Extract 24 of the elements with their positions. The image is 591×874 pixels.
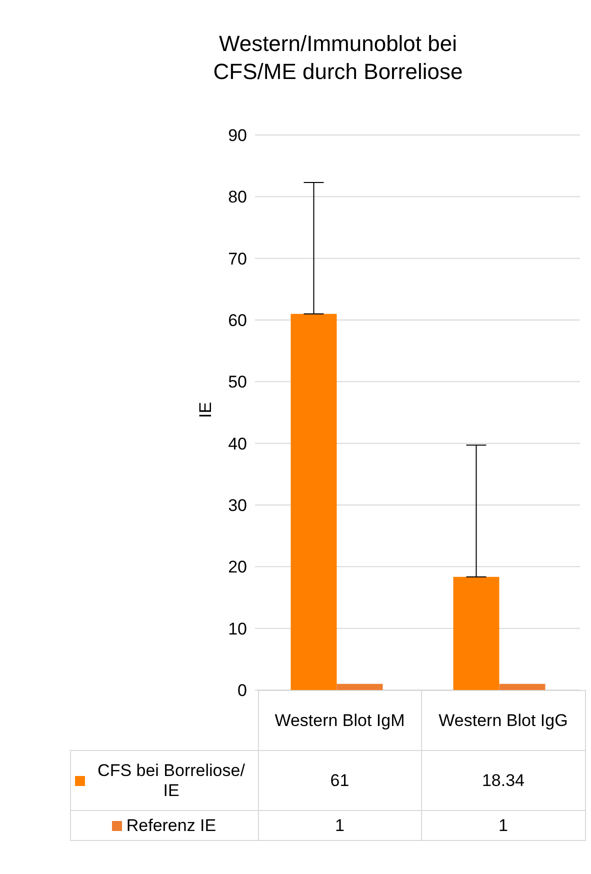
legend-label: CFS bei Borreliose/ IE: [96, 760, 246, 800]
bar: [453, 576, 500, 690]
chart-title: Western/Immunoblot bei CFS/ME durch Borreliose: [212, 30, 464, 86]
y-tick-label: 40: [228, 434, 247, 454]
data-label: 1: [422, 810, 585, 840]
data-label: 61: [258, 750, 422, 810]
y-axis-title: IE: [196, 402, 216, 418]
y-tick-label: 30: [228, 496, 247, 516]
y-tick-label: 80: [228, 188, 247, 207]
y-tick-label: 10: [228, 619, 247, 638]
bar: [499, 684, 546, 690]
y-tick-label: 20: [228, 558, 247, 577]
y-tick-label: 90: [228, 126, 247, 146]
x-tick-label: Western Blot IgM: [258, 690, 422, 750]
x-tick-label: Western Blot IgG: [422, 690, 585, 750]
y-tick-label: 70: [228, 249, 247, 268]
y-tick-label: 0: [238, 681, 247, 700]
bar: [290, 314, 337, 690]
data-label: 18.34: [422, 750, 585, 810]
y-tick-label: 60: [228, 311, 247, 330]
y-tick-label: 50: [228, 372, 247, 392]
legend-label: Referenz IE: [126, 816, 216, 836]
bar: [336, 684, 383, 690]
data-label: 1: [258, 810, 422, 840]
